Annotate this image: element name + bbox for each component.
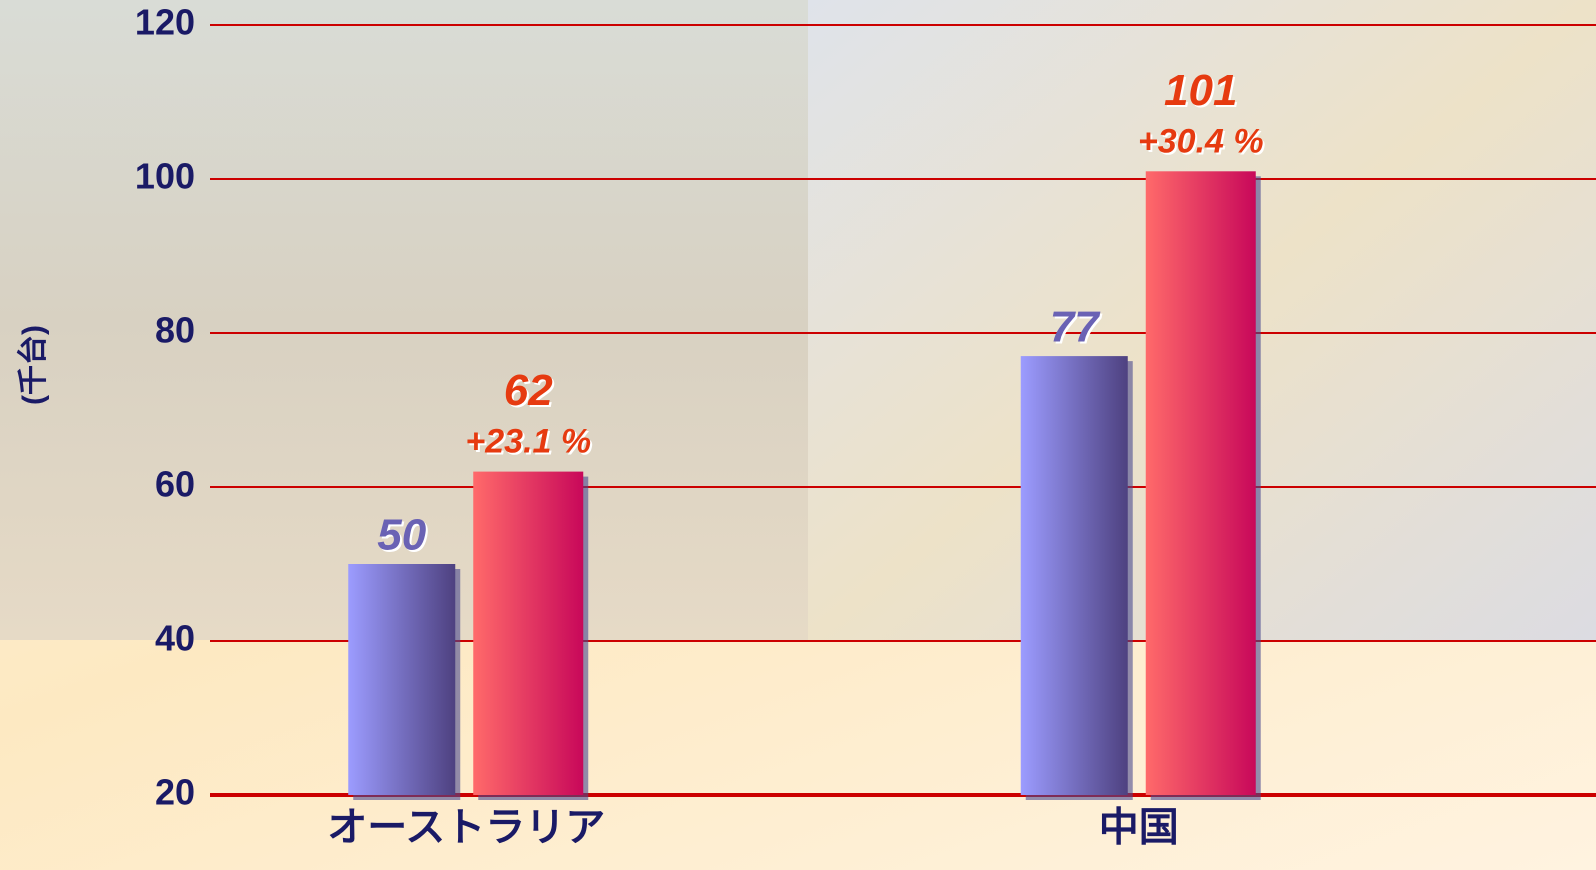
chart: (千台) 20406080100120オーストラリア50506262+23.1 … [0,0,1596,870]
y-tick-label: 40 [155,618,195,659]
y-tick-label: 120 [135,2,195,43]
value-label: 50 [377,511,426,560]
y-tick-label: 20 [155,772,195,813]
y-axis-label: (千台) [16,325,50,405]
annotation: +23.1 % [465,423,591,461]
value-label: 77 [1050,303,1101,352]
bar [1146,171,1256,795]
value-label: 62 [504,366,553,415]
bar [473,472,583,795]
x-tick-label: オーストラリア [327,806,605,850]
y-tick-label: 100 [135,156,195,197]
annotation: +30.4 % [1138,122,1264,160]
y-tick-label: 60 [155,464,195,505]
bar [1021,356,1128,795]
value-label: 101 [1164,66,1237,115]
y-tick-label: 80 [155,310,195,351]
x-tick-label: 中国 [1099,806,1179,850]
bar [348,564,455,795]
slide: (千台) 20406080100120オーストラリア50506262+23.1 … [0,0,1596,870]
